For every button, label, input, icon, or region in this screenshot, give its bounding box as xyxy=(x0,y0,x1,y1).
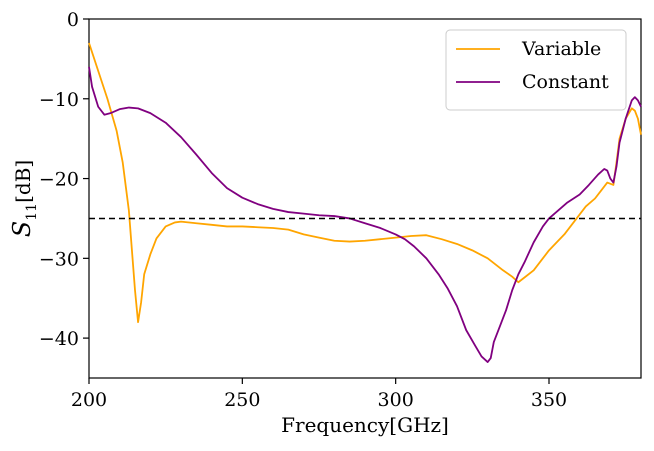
y-axis-label-sub: 11 xyxy=(24,203,40,221)
y-axis-label-unit: [dB] xyxy=(11,160,35,203)
y-axis: 0 −10 −20 −30 −40 xyxy=(39,9,89,350)
legend-box xyxy=(445,29,627,111)
legend-label-variable: Variable xyxy=(521,38,601,60)
x-tick-label: 250 xyxy=(224,389,260,411)
x-tick-label: 300 xyxy=(378,389,414,411)
plot-area xyxy=(88,18,642,379)
y-tick-label: −10 xyxy=(39,89,79,111)
x-axis-label: Frequency[GHz] xyxy=(281,413,449,437)
y-tick-label: −40 xyxy=(39,328,79,350)
plot-frame xyxy=(88,18,642,379)
x-axis: 200 250 300 350 xyxy=(71,378,567,411)
y-axis-label: S11[dB] xyxy=(8,160,40,237)
y-tick-label: −30 xyxy=(39,248,79,270)
series-line-variable xyxy=(88,42,642,324)
series-line-constant xyxy=(88,66,642,363)
y-axis-label-main: S xyxy=(8,221,36,237)
x-tick-label: 350 xyxy=(531,389,567,411)
y-tick-label: 0 xyxy=(67,9,79,31)
legend: Variable Constant xyxy=(445,29,627,111)
y-tick-label: −20 xyxy=(39,169,79,191)
x-tick-label: 200 xyxy=(71,389,107,411)
series-layer xyxy=(88,42,642,363)
legend-label-constant: Constant xyxy=(522,71,609,93)
